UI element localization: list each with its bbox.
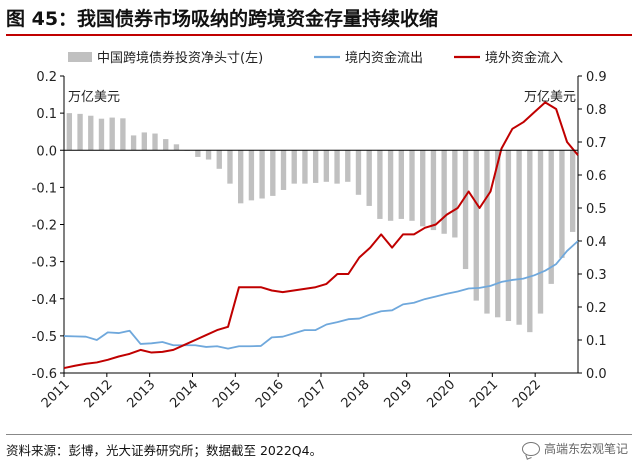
x-tick-label: 2013 (124, 377, 158, 411)
bar (152, 133, 158, 151)
legend: 中国跨境债券投资净头寸(左) 境内资金流出 境外资金流入 (68, 50, 563, 66)
right-tick-label: 0.3 (586, 268, 607, 283)
left-tick-label: -0.6 (32, 367, 57, 382)
bar (430, 150, 437, 231)
right-tick-label: 0.5 (586, 202, 607, 217)
chart: 0.2 0.1 0.0 -0.1 -0.2 -0.3 -0.4 -0.5 -0.6 0.9 0.8 0… (32, 50, 607, 411)
right-tick-label: 0.1 (586, 334, 607, 349)
bar (109, 117, 115, 151)
bar (205, 150, 212, 160)
bar (141, 132, 147, 151)
watermark: 高端东宏观笔记 (521, 440, 628, 457)
x-tick-label: 2018 (339, 377, 373, 411)
left-tick-label: 0.0 (36, 144, 57, 159)
x-tick-label: 2015 (210, 377, 244, 411)
x-tick-label: 2011 (39, 377, 73, 411)
x-tick-label: 2022 (510, 377, 544, 411)
bar (355, 150, 362, 195)
legend-swatch-bar (68, 52, 92, 62)
title-rule (6, 34, 632, 36)
x-tick-label: 2021 (467, 377, 501, 411)
x-tick-label: 2020 (424, 377, 458, 411)
left-tick-label: -0.3 (32, 256, 57, 271)
bar-series (66, 113, 576, 333)
bar (280, 150, 287, 190)
bar (398, 150, 404, 219)
bar (366, 150, 372, 206)
figure-title: 图 45：我国债券市场吸纳的跨境资金存量持续收缩 (6, 8, 439, 30)
chart-frame (63, 76, 579, 374)
x-tick-label: 2012 (82, 377, 116, 411)
bar (420, 150, 426, 227)
line-series-group (63, 101, 579, 370)
bar (77, 113, 83, 151)
bar (173, 144, 180, 151)
bar (88, 115, 94, 151)
legend-label-inflow: 境外资金流入 (485, 50, 563, 66)
bar (323, 150, 330, 182)
x-tick-label: 2017 (296, 377, 330, 411)
bar (238, 150, 244, 204)
left-tick-label: -0.4 (32, 293, 57, 308)
right-tick-label: 0.2 (586, 301, 607, 316)
right-tick-label: 0.4 (586, 235, 607, 250)
bar (312, 150, 319, 183)
bar (120, 118, 126, 151)
bar (537, 150, 544, 314)
bar (98, 118, 105, 151)
left-tick-label: -0.2 (32, 219, 57, 234)
bar (505, 150, 512, 322)
left-unit-label: 万亿美元 (68, 90, 120, 105)
right-tick-label: 0.9 (586, 70, 607, 85)
bar (452, 150, 458, 238)
right-tick-label: 0.7 (586, 136, 607, 151)
left-tick-label: 0.2 (36, 70, 57, 85)
bar (462, 150, 469, 270)
left-tick-label: -0.5 (32, 330, 57, 345)
source-note: 资料来源：彭博，光大证券研究所；数据截至 2022Q4。 (6, 443, 323, 458)
bar (569, 150, 576, 232)
legend-label-bar: 中国跨境债券投资净头寸(左) (97, 50, 263, 66)
bar (195, 150, 201, 157)
right-tick-label: 0.6 (586, 169, 607, 184)
x-tick-label: 2016 (253, 377, 287, 411)
watermark-text: 高端东宏观笔记 (543, 442, 628, 456)
bar (66, 113, 73, 151)
bar (495, 150, 501, 318)
x-tick-label: 2019 (381, 377, 415, 411)
right-tick-label: 0.8 (586, 103, 607, 118)
bar (334, 150, 340, 184)
right-unit-label: 万亿美元 (524, 90, 576, 105)
bar (345, 150, 351, 182)
bar (291, 150, 297, 184)
bar (163, 139, 169, 151)
legend-label-outflow: 境内资金流出 (345, 50, 423, 66)
bar (270, 150, 276, 196)
wechat-icon (521, 441, 540, 456)
bar (516, 150, 522, 325)
bar (302, 150, 308, 184)
bar (227, 150, 233, 184)
bar (248, 150, 255, 201)
bar (527, 150, 533, 333)
right-tick-label: 0.0 (586, 367, 607, 382)
bar (559, 150, 565, 258)
bar (409, 150, 415, 221)
bar (259, 150, 265, 199)
bar (216, 150, 222, 169)
source-rule (6, 434, 632, 435)
bar (377, 150, 383, 219)
left-tick-label: 0.1 (36, 107, 57, 122)
bar (473, 150, 479, 301)
bar (548, 150, 554, 284)
bar (441, 150, 447, 234)
bar (484, 150, 490, 314)
outflow-line (63, 240, 579, 350)
bar (130, 135, 137, 151)
x-tick-label: 2014 (167, 377, 201, 411)
left-tick-label: -0.1 (32, 181, 57, 196)
inflow-line (63, 101, 579, 370)
bar (387, 150, 394, 221)
